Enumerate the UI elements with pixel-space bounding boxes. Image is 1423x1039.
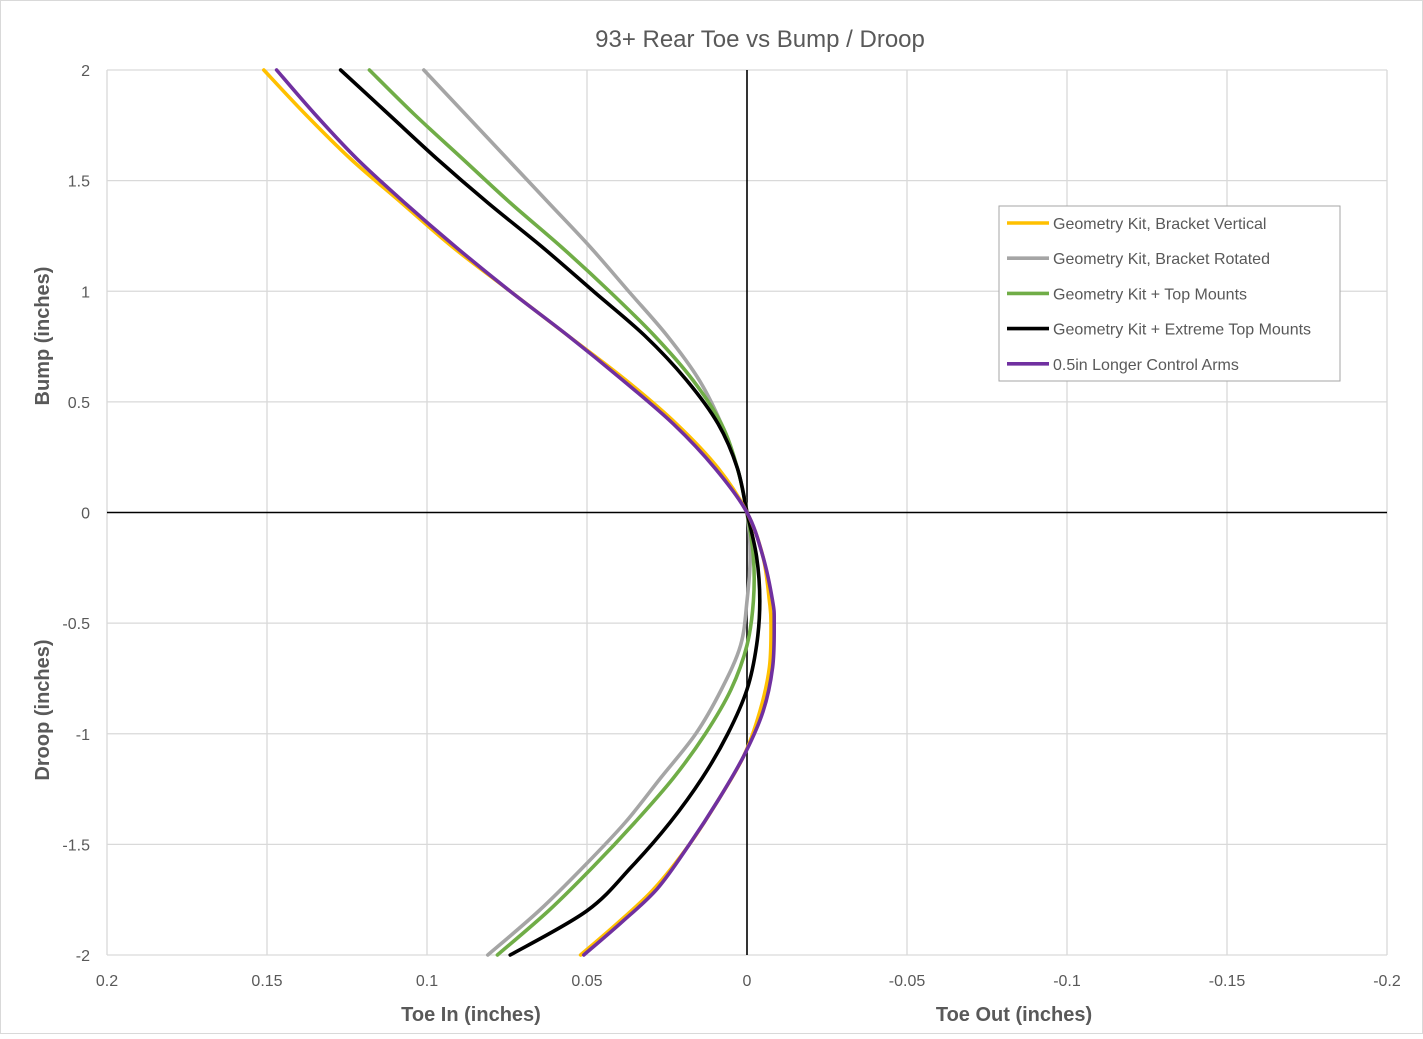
- y-tick-label: 0.5: [68, 395, 90, 412]
- x-tick-label: 0.1: [416, 973, 438, 990]
- y-axis-label-droop: Droop (inches): [32, 639, 54, 780]
- y-tick-label: 2: [81, 63, 90, 80]
- series-line-longer-control-arms: [274, 68, 777, 957]
- y-tick-label: -1.5: [62, 837, 90, 854]
- legend: Geometry Kit, Bracket Vertical Geometry K…: [998, 205, 1341, 382]
- legend-box: [998, 205, 1341, 382]
- legend-label-bracket-vertical: Geometry Kit, Bracket Vertical: [1053, 216, 1266, 233]
- y-tick-label: 1: [81, 284, 90, 301]
- y-tick-label: 1.5: [68, 174, 90, 191]
- legend-label-top-mounts: Geometry Kit + Top Mounts: [1053, 286, 1247, 303]
- x-tick-label: 0: [743, 973, 752, 990]
- y-tick-label: -2: [76, 948, 90, 965]
- x-axis-label-toe-in: Toe In (inches): [401, 1004, 541, 1026]
- x-tick-label: 0.15: [251, 973, 282, 990]
- y-tick-labels: 2 1.5 1 0.5 0 -0.5 -1 -1.5 -2: [62, 63, 90, 965]
- series-lines: [262, 68, 777, 957]
- y-tick-label: -1: [76, 727, 90, 744]
- legend-label-bracket-rotated: Geometry Kit, Bracket Rotated: [1053, 251, 1270, 268]
- chart-title: 93+ Rear Toe vs Bump / Droop: [595, 26, 925, 53]
- y-tick-label: 0: [81, 506, 90, 523]
- legend-label-longer-control-arms: 0.5in Longer Control Arms: [1053, 357, 1239, 374]
- x-tick-label: 0.2: [96, 973, 118, 990]
- y-axis-label-bump: Bump (inches): [32, 267, 54, 406]
- x-tick-label: -0.2: [1373, 973, 1401, 990]
- x-tick-label: -0.05: [889, 973, 926, 990]
- legend-items: Geometry Kit, Bracket Vertical Geometry K…: [1007, 216, 1311, 374]
- legend-label-extreme-top-mounts: Geometry Kit + Extreme Top Mounts: [1053, 322, 1311, 339]
- x-tick-label: -0.15: [1209, 973, 1246, 990]
- x-axis-label-toe-out: Toe Out (inches): [936, 1004, 1092, 1026]
- x-tick-label: -0.1: [1053, 973, 1081, 990]
- x-tick-label: 0.05: [571, 973, 602, 990]
- x-tick-labels: 0.2 0.15 0.1 0.05 0 -0.05 -0.1 -0.15 -0.2: [96, 973, 1401, 990]
- y-tick-label: -0.5: [62, 616, 90, 633]
